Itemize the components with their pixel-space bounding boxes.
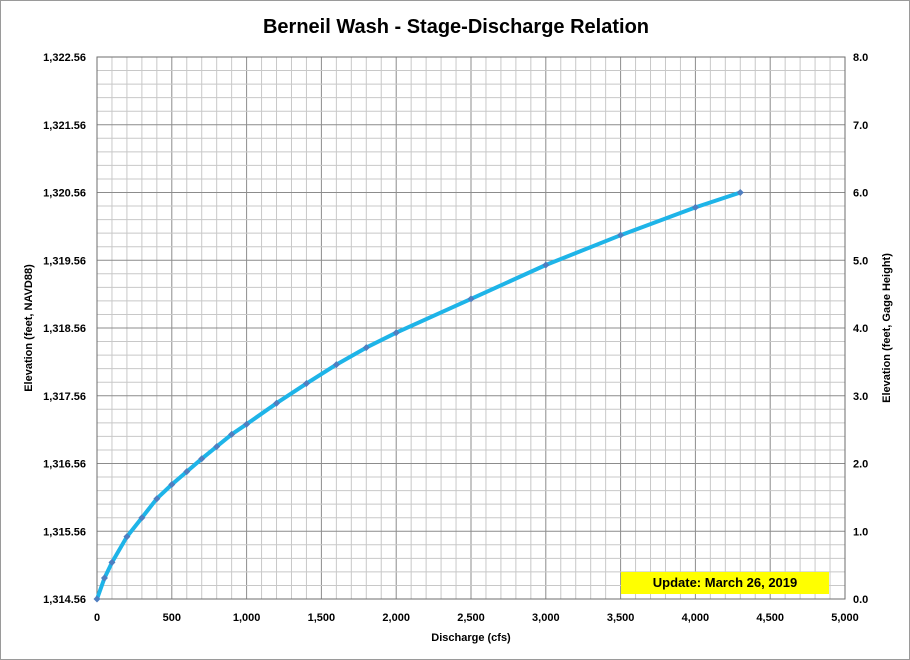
y2-axis-ticks: 0.0 1.0 2.0 3.0 4.0 5.0 6.0 7.0 8.0 [853,52,868,606]
data-point-marker [617,231,625,239]
y2-tick-label: 6.0 [853,188,868,200]
series-line [95,190,743,601]
rating-curve-series [93,189,744,603]
data-point-marker [392,329,400,337]
y-tick-label: 1,320.56 [43,188,86,200]
chart-title: Berneil Wash - Stage-Discharge Relation [263,16,649,38]
update-badge-text: Update: March 26, 2019 [653,575,798,590]
x-tick-label: 3,000 [532,612,560,624]
update-annotation: Update: March 26, 2019 [621,572,829,594]
x-tick-label: 0 [94,612,100,624]
data-point-marker [100,574,108,582]
data-point-marker [228,430,236,438]
y-tick-label: 1,315.56 [43,526,86,538]
data-point-marker [138,514,146,522]
y2-tick-label: 3.0 [853,391,868,403]
x-tick-label: 5,000 [831,612,859,624]
data-point-marker [542,261,550,269]
x-axis-ticks: 0 500 1,000 1,500 2,000 2,500 3,000 3,500 4,000 4… [94,612,859,624]
y2-tick-label: 5.0 [853,255,868,267]
data-point-marker [332,361,340,369]
x-tick-label: 3,500 [607,612,635,624]
x-tick-label: 4,000 [682,612,710,624]
grid [96,56,846,600]
y-tick-label: 1,317.56 [43,391,86,403]
x-axis-label: Discharge (cfs) [431,632,511,644]
data-point-marker [736,189,744,196]
data-point-marker [168,481,176,489]
data-point-marker [362,344,370,352]
y2-tick-label: 7.0 [853,120,868,132]
data-point-marker [123,533,131,541]
data-point-marker [467,295,475,303]
data-point-marker [108,558,116,566]
data-point-marker [273,399,281,407]
y-tick-label: 1,316.56 [43,459,86,471]
data-point-marker [691,203,699,211]
data-point-marker [213,443,221,451]
x-tick-label: 1,000 [233,612,261,624]
data-point-marker [302,380,310,388]
data-point-marker [183,468,191,476]
data-point-marker [243,420,251,428]
y-tick-label: 1,318.56 [43,323,86,335]
y-tick-label: 1,322.56 [43,52,86,64]
y-tick-label: 1,319.56 [43,255,86,267]
data-point-marker [198,455,206,463]
data-point-marker [93,595,101,603]
update-badge-background [621,572,829,594]
y2-tick-label: 4.0 [853,323,868,335]
y-tick-label: 1,321.56 [43,120,86,132]
y-axis-ticks: 1,314.56 1,315.56 1,316.56 1,317.56 1,318.56… [43,52,86,606]
y-axis-label: Elevation (feet, NAVD88) [23,264,35,392]
x-tick-label: 1,500 [308,612,336,624]
y2-tick-label: 2.0 [853,459,868,471]
y2-axis-label: Elevation (feet, Gage Height) [881,253,893,403]
x-tick-label: 2,000 [382,612,410,624]
x-tick-label: 4,500 [756,612,784,624]
y-tick-label: 1,314.56 [43,594,86,606]
x-tick-label: 500 [163,612,181,624]
y2-tick-label: 8.0 [853,52,868,64]
plot-area-border [96,56,846,600]
x-tick-label: 2,500 [457,612,485,624]
y2-tick-label: 0.0 [853,594,868,606]
data-point-marker [153,495,161,503]
y2-tick-label: 1.0 [853,526,868,538]
